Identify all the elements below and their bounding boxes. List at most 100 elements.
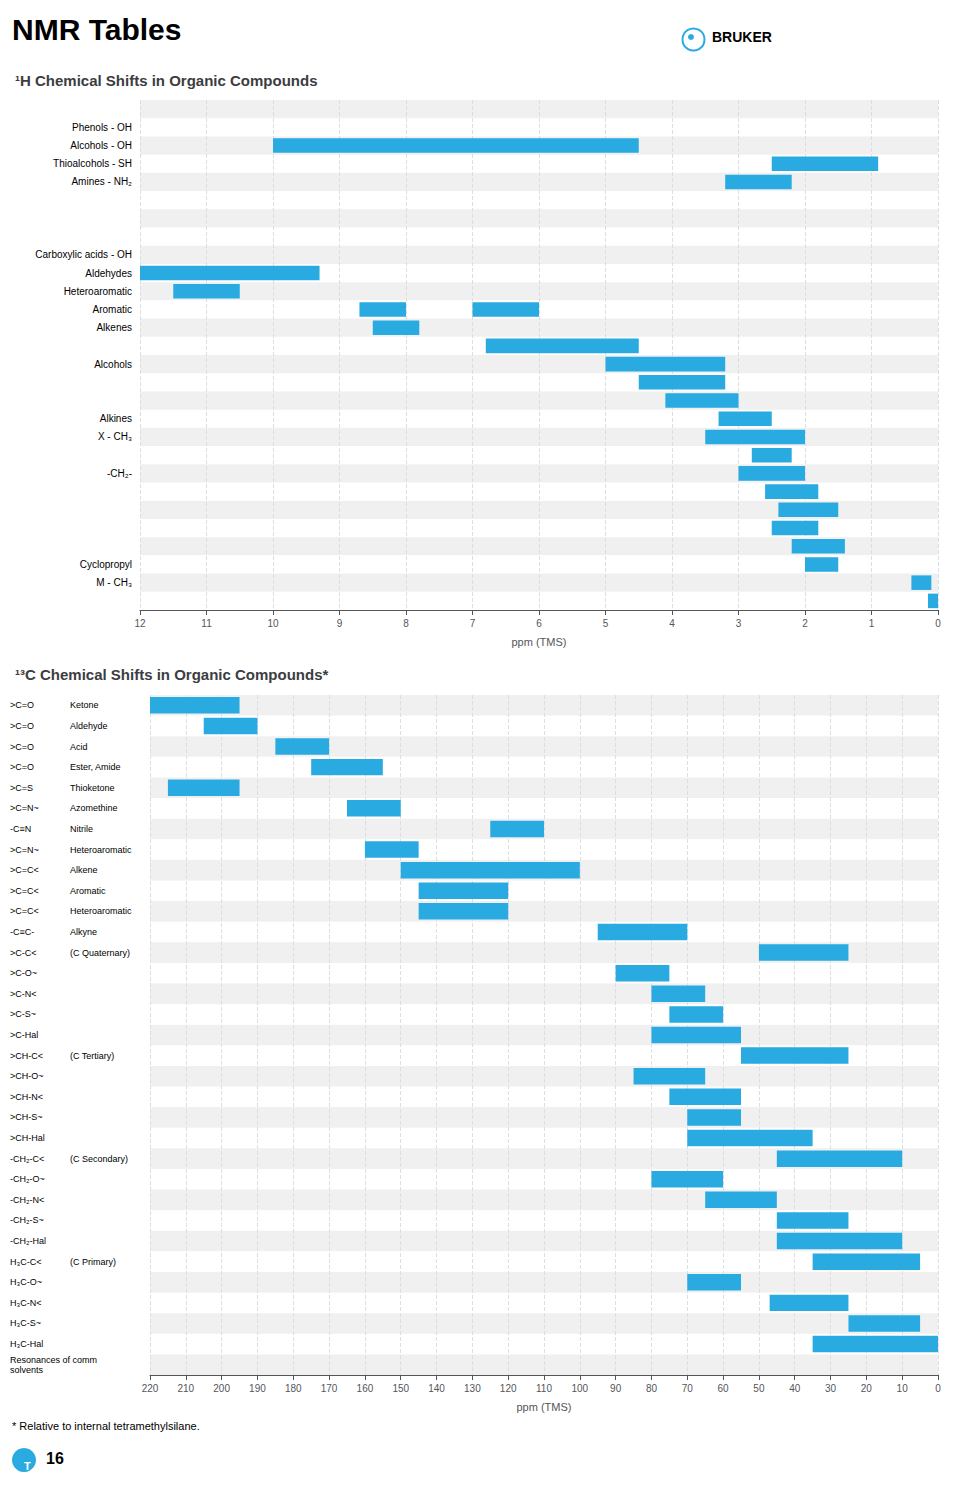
svg-text:T: T (24, 1460, 31, 1472)
svg-text:solvents: solvents (10, 1365, 44, 1375)
svg-text:50: 50 (753, 1383, 765, 1394)
svg-text:8: 8 (403, 618, 409, 629)
svg-text:150: 150 (392, 1383, 409, 1394)
svg-text:80: 80 (646, 1383, 658, 1394)
svg-text:Alkene: Alkene (70, 865, 98, 875)
svg-text:Alkenes: Alkenes (96, 322, 132, 333)
svg-text:>C-Hal: >C-Hal (10, 1030, 38, 1040)
svg-text:Azomethine: Azomethine (70, 803, 118, 813)
svg-text:12: 12 (134, 618, 146, 629)
svg-text:(C Tertiary): (C Tertiary) (70, 1051, 114, 1061)
svg-text:90: 90 (610, 1383, 622, 1394)
svg-text:H₃C-S~: H₃C-S~ (10, 1318, 41, 1328)
svg-text:Resonances of comm: Resonances of comm (10, 1355, 97, 1365)
svg-text:-CH₂-: -CH₂- (107, 468, 132, 479)
svg-text:200: 200 (213, 1383, 230, 1394)
svg-text:-CH₂-C<: -CH₂-C< (10, 1154, 44, 1164)
svg-text:>CH-N<: >CH-N< (10, 1092, 43, 1102)
svg-text:70: 70 (682, 1383, 694, 1394)
svg-text:¹³C Chemical Shifts in Organic: ¹³C Chemical Shifts in Organic Compounds… (15, 666, 329, 683)
svg-text:Heteroaromatic: Heteroaromatic (64, 286, 132, 297)
svg-text:Aldehyde: Aldehyde (70, 721, 108, 731)
svg-text:>CH-Hal: >CH-Hal (10, 1133, 45, 1143)
svg-text:7: 7 (470, 618, 476, 629)
svg-text:>C-S~: >C-S~ (10, 1009, 36, 1019)
svg-text:210: 210 (177, 1383, 194, 1394)
svg-text:ppm (TMS): ppm (TMS) (512, 636, 567, 648)
svg-text:>C=N~: >C=N~ (10, 845, 39, 855)
svg-text:180: 180 (285, 1383, 302, 1394)
svg-text:3: 3 (736, 618, 742, 629)
svg-text:120: 120 (500, 1383, 517, 1394)
svg-text:-CH₂-N<: -CH₂-N< (10, 1195, 44, 1205)
svg-text:(C Primary): (C Primary) (70, 1257, 116, 1267)
svg-text:20: 20 (861, 1383, 873, 1394)
svg-text:>C-O~: >C-O~ (10, 968, 37, 978)
svg-text:>C=S: >C=S (10, 783, 33, 793)
svg-text:>C=O: >C=O (10, 700, 34, 710)
svg-text:Ketone: Ketone (70, 700, 99, 710)
svg-text:-C≡C-: -C≡C- (10, 927, 34, 937)
svg-text:110: 110 (536, 1383, 552, 1394)
svg-text:>C-N<: >C-N< (10, 989, 37, 999)
svg-text:H₃C-O~: H₃C-O~ (10, 1277, 42, 1287)
svg-text:Cyclopropyl: Cyclopropyl (80, 559, 132, 570)
svg-text:Amines - NH₂: Amines - NH₂ (71, 176, 132, 187)
svg-text:5: 5 (603, 618, 609, 629)
svg-text:Alkines: Alkines (100, 413, 132, 424)
svg-text:ppm (TMS): ppm (TMS) (517, 1401, 572, 1413)
svg-text:(C Secondary): (C Secondary) (70, 1154, 128, 1164)
svg-text:30: 30 (825, 1383, 837, 1394)
svg-text:Phenols - OH: Phenols - OH (72, 122, 132, 133)
svg-text:>C=O: >C=O (10, 762, 34, 772)
svg-text:>C=C<: >C=C< (10, 865, 39, 875)
svg-text:>C=N~: >C=N~ (10, 803, 39, 813)
svg-text:9: 9 (337, 618, 343, 629)
svg-text:>C-C<: >C-C< (10, 948, 37, 958)
svg-text:2: 2 (802, 618, 808, 629)
svg-text:Aldehydes: Aldehydes (85, 268, 132, 279)
svg-text:Heteroaromatic: Heteroaromatic (70, 906, 132, 916)
svg-text:1: 1 (869, 618, 875, 629)
svg-text:X - CH₃: X - CH₃ (98, 431, 132, 442)
svg-text:160: 160 (357, 1383, 374, 1394)
svg-text:M - CH₃: M - CH₃ (96, 577, 132, 588)
svg-text:Carboxylic acids - OH: Carboxylic acids - OH (35, 249, 132, 260)
svg-text:10: 10 (897, 1383, 909, 1394)
svg-text:140: 140 (428, 1383, 445, 1394)
svg-text:Aromatic: Aromatic (93, 304, 132, 315)
svg-text:4: 4 (669, 618, 675, 629)
svg-text:Nitrile: Nitrile (70, 824, 93, 834)
svg-text:0: 0 (935, 618, 941, 629)
svg-text:Acid: Acid (70, 742, 88, 752)
svg-text:>CH-S~: >CH-S~ (10, 1112, 43, 1122)
svg-text:11: 11 (201, 618, 212, 629)
svg-text:10: 10 (267, 618, 279, 629)
svg-text:* Relative to internal tetrame: * Relative to internal tetramethylsilane… (12, 1420, 200, 1432)
svg-text:Thioketone: Thioketone (70, 783, 115, 793)
svg-text:>CH-O~: >CH-O~ (10, 1071, 44, 1081)
svg-text:NMR Tables: NMR Tables (12, 13, 181, 46)
svg-text:40: 40 (789, 1383, 801, 1394)
svg-text:Alcohols: Alcohols (94, 359, 132, 370)
svg-text:-CH₂-Hal: -CH₂-Hal (10, 1236, 46, 1246)
svg-text:Alcohols - OH: Alcohols - OH (70, 140, 132, 151)
svg-text:220: 220 (142, 1383, 159, 1394)
svg-text:16: 16 (46, 1450, 64, 1467)
svg-text:>C=C<: >C=C< (10, 906, 39, 916)
svg-text:100: 100 (571, 1383, 588, 1394)
svg-text:BRUKER: BRUKER (712, 29, 772, 45)
svg-text:60: 60 (718, 1383, 730, 1394)
svg-text:Thioalcohols - SH: Thioalcohols - SH (53, 158, 132, 169)
svg-text:Heteroaromatic: Heteroaromatic (70, 845, 132, 855)
svg-text:0: 0 (935, 1383, 941, 1394)
svg-text:Aromatic: Aromatic (70, 886, 106, 896)
svg-text:>C=C<: >C=C< (10, 886, 39, 896)
svg-text:>CH-C<: >CH-C< (10, 1051, 43, 1061)
svg-text:-CH₂-O~: -CH₂-O~ (10, 1174, 45, 1184)
svg-text:H₃C-N<: H₃C-N< (10, 1298, 41, 1308)
svg-text:¹H Chemical Shifts in Organic: ¹H Chemical Shifts in Organic Compounds (15, 72, 318, 89)
svg-text:-C≡N: -C≡N (10, 824, 31, 834)
svg-text:>C=O: >C=O (10, 742, 34, 752)
svg-text:H₃C-C<: H₃C-C< (10, 1257, 41, 1267)
